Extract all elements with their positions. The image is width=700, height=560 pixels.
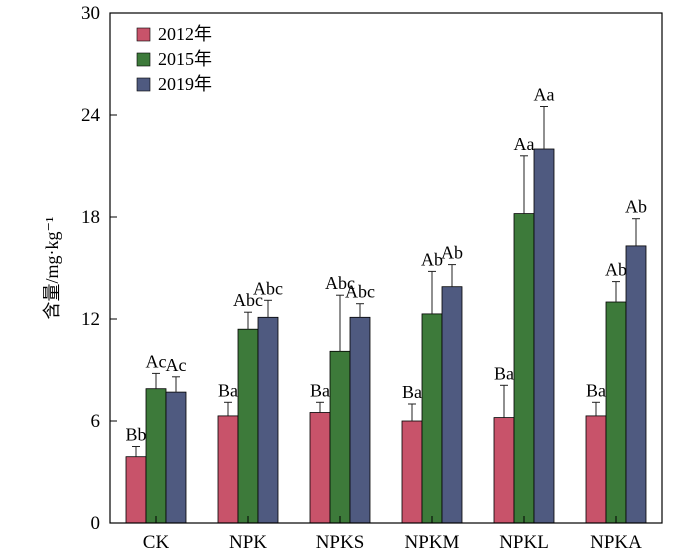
significance-label: Abc [233, 290, 263, 310]
plot-frame [109, 12, 663, 524]
significance-label: Ac [166, 355, 187, 375]
bar [513, 213, 535, 524]
bar [441, 286, 463, 524]
significance-label: Bb [125, 425, 146, 445]
y-tick-label: 12 [81, 309, 100, 330]
bar [401, 420, 423, 524]
significance-label: Ab [605, 260, 627, 280]
legend-swatch [136, 27, 151, 42]
significance-label: Abc [325, 273, 355, 293]
x-axis: CK NPK NPKS NPKM NPKL NPKA [143, 516, 642, 553]
significance-label: Ba [310, 380, 330, 400]
bar [585, 415, 607, 524]
bar [125, 456, 147, 524]
significance-label: Abc [345, 282, 375, 302]
bar [605, 301, 627, 524]
bar [329, 350, 351, 524]
x-tick-label: NPKS [316, 532, 365, 553]
significance-label: Ba [402, 382, 422, 402]
significance-label: Ab [625, 197, 647, 217]
x-tick-label: NPKA [590, 532, 642, 553]
y-axis: 0 6 12 18 24 30 [81, 3, 117, 534]
significance-label: Ba [218, 380, 238, 400]
bar [533, 148, 555, 524]
bar [217, 415, 239, 524]
legend-swatch [136, 77, 151, 92]
legend-label: 2015年 [158, 49, 212, 69]
bar [349, 316, 371, 524]
significance-label: Ab [421, 249, 443, 269]
significance-label: Aa [534, 85, 555, 105]
significance-label: Ac [146, 351, 167, 371]
bars-layer [125, 148, 647, 524]
x-tick-label: CK [143, 532, 170, 553]
y-tick-label: 24 [81, 105, 101, 126]
bar [237, 328, 259, 524]
y-tick-label: 0 [91, 513, 101, 534]
y-axis-title: 含量/mg·kg⁻¹ [42, 217, 62, 320]
legend-label: 2019年 [158, 74, 212, 94]
x-tick-label: NPK [229, 532, 267, 553]
bar [257, 316, 279, 524]
significance-label: Ba [494, 363, 514, 383]
legend: 2012年 2015年 2019年 [136, 24, 212, 94]
bar [145, 388, 167, 524]
bar [309, 412, 331, 524]
x-tick-label: NPKL [499, 532, 549, 553]
legend-label: 2012年 [158, 24, 212, 44]
bar [421, 313, 443, 524]
bar [165, 391, 187, 524]
x-tick-label: NPKM [405, 532, 460, 553]
significance-label: Ba [586, 380, 606, 400]
y-tick-label: 30 [81, 3, 100, 24]
significance-label: Aa [514, 134, 535, 154]
y-tick-label: 18 [81, 207, 100, 228]
legend-swatch [136, 52, 151, 67]
significance-label: Ab [441, 243, 463, 263]
significance-label: Abc [253, 278, 283, 298]
error-bars-layer [132, 106, 640, 457]
bar [493, 417, 515, 524]
y-tick-label: 6 [91, 411, 101, 432]
bar [625, 245, 647, 524]
